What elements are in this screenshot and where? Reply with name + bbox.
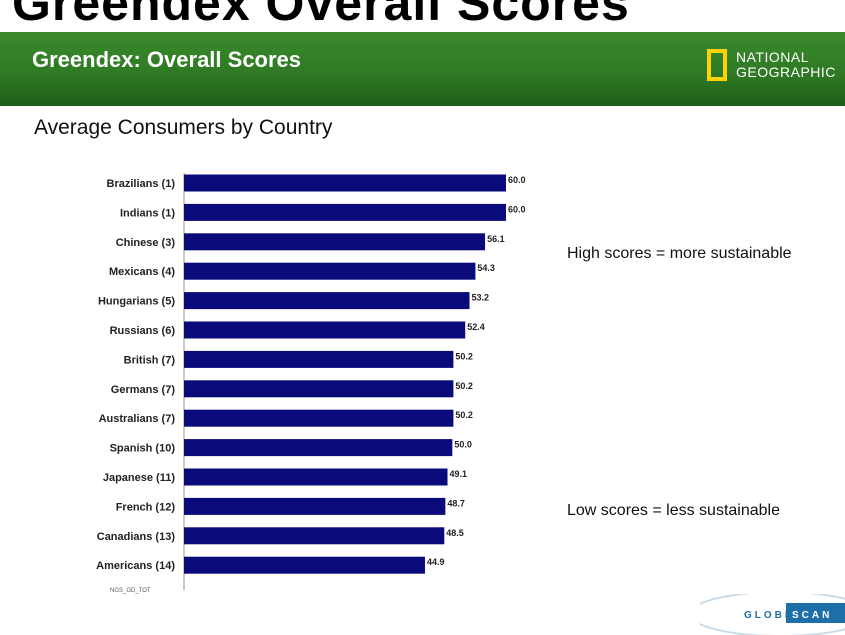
bar <box>184 321 466 339</box>
bar <box>184 233 486 251</box>
category-label: Canadians (13) <box>97 531 176 543</box>
category-label: Japanese (11) <box>103 472 175 484</box>
value-label: 60.0 <box>508 204 526 214</box>
bar <box>184 527 445 545</box>
bar <box>184 468 448 486</box>
value-label: 50.2 <box>455 381 473 391</box>
category-label: Americans (14) <box>96 560 175 572</box>
globescan-text-scan: SCAN <box>792 610 832 621</box>
bar <box>184 556 425 574</box>
value-label: 53.2 <box>472 293 490 303</box>
source-code: NGS_GD_TOT <box>110 588 151 594</box>
bar <box>184 497 446 515</box>
category-label: British (7) <box>124 354 176 366</box>
header-banner: Greendex: Overall Scores NATIONAL GEOGRA… <box>0 32 845 106</box>
bar <box>184 380 454 398</box>
bar <box>184 350 454 368</box>
logo-text-line-1: NATIONAL <box>736 49 809 65</box>
value-label: 48.5 <box>446 528 464 538</box>
category-label: Spanish (10) <box>110 443 176 455</box>
value-label: 56.1 <box>487 234 505 244</box>
bar <box>184 292 470 310</box>
national-geographic-logo: NATIONAL GEOGRAPHIC <box>707 49 836 81</box>
category-label: French (12) <box>116 501 176 513</box>
value-label: 50.2 <box>455 410 473 420</box>
bar <box>184 409 454 427</box>
bar <box>184 203 506 221</box>
value-label: 49.1 <box>450 469 468 479</box>
globescan-logo: GLOBE SCAN <box>700 594 845 635</box>
category-label: Germans (7) <box>111 384 176 396</box>
value-label: 50.0 <box>454 440 472 450</box>
high-score-note: High scores = more sustainable <box>567 245 792 262</box>
yellow-frame-icon <box>707 49 727 81</box>
chart-title: Average Consumers by Country <box>34 116 333 139</box>
value-label: 52.4 <box>467 322 485 332</box>
top-title: Greendex Overall Scores <box>12 0 630 31</box>
banner-title: Greendex: Overall Scores <box>32 47 302 72</box>
value-label: 54.3 <box>477 263 495 273</box>
value-label: 50.2 <box>455 351 473 361</box>
category-label: Indians (1) <box>120 207 175 219</box>
bar <box>184 262 476 280</box>
category-label: Brazilians (1) <box>107 178 176 190</box>
category-label: Chinese (3) <box>116 237 176 249</box>
value-label: 60.0 <box>508 175 526 185</box>
category-label: Hungarians (5) <box>98 296 175 308</box>
logo-text-line-2: GEOGRAPHIC <box>736 64 836 80</box>
category-label: Australians (7) <box>99 413 176 425</box>
value-label: 48.7 <box>447 498 465 508</box>
value-label: 44.9 <box>427 557 445 567</box>
category-label: Russians (6) <box>110 325 176 337</box>
globescan-text-globe: GLOBE <box>744 610 795 621</box>
logo-text: NATIONAL GEOGRAPHIC <box>736 50 836 80</box>
category-label: Mexicans (4) <box>109 266 175 278</box>
bar <box>184 439 453 457</box>
low-score-note: Low scores = less sustainable <box>567 502 780 519</box>
bar <box>184 174 506 192</box>
